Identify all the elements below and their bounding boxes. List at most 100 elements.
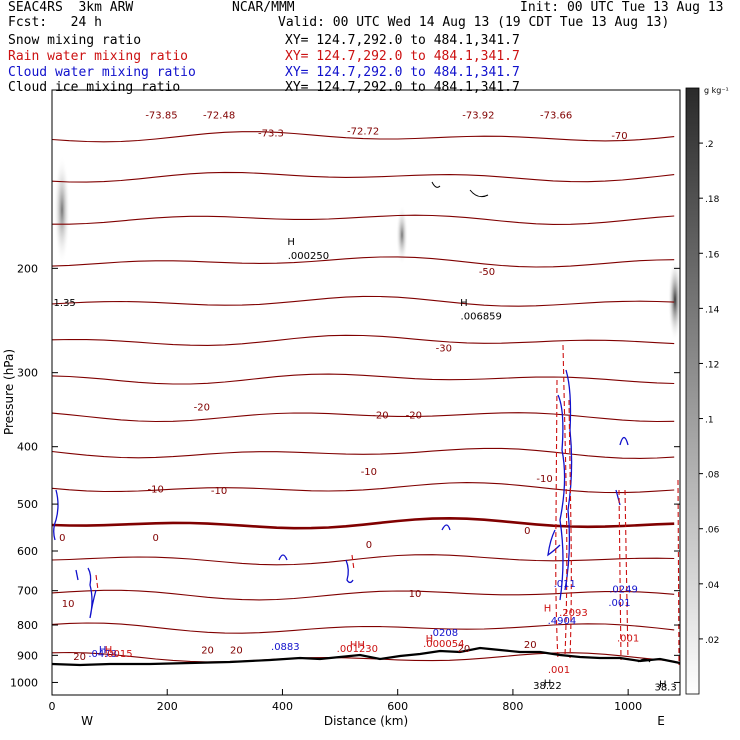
temperature-label: 0 [153,533,159,544]
x-tick-label: 600 [387,700,408,713]
y-tick-label: 1000 [10,676,38,689]
extremum-label: .000250 [288,251,329,262]
terrain-line [51,646,681,667]
temperature-label: -72.48 [203,111,235,122]
temperature-label: -10 [536,474,552,485]
y-tick-label: 700 [17,585,38,598]
extremum-label: .000054 [423,639,464,650]
extremum-label: H [460,298,468,309]
extremum-label: .2093 [559,608,588,619]
temperature-label: -73.92 [462,111,494,122]
temperature-label: -73.66 [540,111,572,122]
rain-water-contour [568,399,572,659]
extremum-label: .001 [617,634,639,645]
x-tick-label: 200 [157,700,178,713]
colorbar-tick-label: .04 [705,581,720,591]
colorbar-fill [685,87,700,695]
x-axis-label: Distance (km) [324,714,408,728]
temperature-contour [51,482,675,494]
contour-labels: -73.85 -72.48 -73.3 -72.72 -73.92 -73.66 -70 -5… [54,111,677,694]
temperature-contour [51,295,675,307]
ice-blob [396,205,408,265]
extremum-label: .001230 [337,644,378,655]
temperature-label: 20 [230,646,243,657]
cloud-water-contour [441,524,451,531]
rain-water-contours [95,344,680,666]
field-rain-xy: XY= 124.7,292.0 to 484.1,341.7 [285,49,520,64]
cloud-water-contour [278,554,288,561]
colorbar-tick-label: .02 [705,636,719,646]
field-snow-xy: XY= 124.7,292.0 to 484.1,341.7 [285,33,520,48]
org-title: NCAR/MMM [232,0,295,15]
cloud-water-contour [345,559,354,584]
field-cloud-ice-xy: XY= 124.7,292.0 to 484.1,341.7 [285,80,520,95]
rain-water-contour [677,479,680,666]
temperature-contour [51,622,675,634]
cloud-water-contour [53,489,59,541]
extremum-label: .0478 [88,649,117,660]
colorbar-unit: g kg⁻¹ [704,86,729,95]
x-axis-ticks: 0 200 400 600 800 1000 [49,689,642,713]
cloud-water-contour [75,567,97,619]
temperature-contour [52,214,675,225]
colorbar-ticks: .02 .04 .06 .08 .1 .12 .14 .16 .18 .2 [699,140,720,646]
extremum-label: H [99,645,107,656]
colorbar-tick-label: .1 [705,416,714,426]
field-cloud-water-name: Cloud water mixing ratio [8,65,196,80]
plot-frame [51,89,681,696]
y-tick-label: 600 [17,545,38,558]
y-axis-label: Pressure (hPa) [2,349,16,435]
temperature-contour [51,334,675,346]
extremum-label: .0249 [609,584,638,595]
extremum-label: H [544,604,552,615]
temperature-contour [51,554,675,566]
cloud-water-contour [547,529,561,557]
temperature-label: -10 [148,485,164,496]
temperature-label: -10 [361,467,377,478]
rain-water-contour [555,379,559,661]
extremum-label: H [659,680,667,691]
temperature-label: 20 [458,644,471,655]
y-tick-label: 300 [17,367,38,380]
plot-area: -73.85 -72.48 -73.3 -72.72 -73.92 -73.66 -70 -5… [51,111,682,694]
y-tick-label: 900 [17,649,38,662]
temperature-contour [51,171,675,183]
extremum-label: H [287,237,295,248]
ice-blob [54,155,70,265]
model-title: SEAC4RS 3km ARW [8,0,134,15]
colorbar-tick-label: .06 [705,526,720,536]
x-tick-label: 1000 [614,700,642,713]
temperature-label: -30 [436,343,452,354]
temperature-label: 0 [59,533,65,544]
field-rain-name: Rain water mixing ratio [8,49,189,64]
colorbar-tick-label: .2 [705,140,714,150]
cloud-ice-shading [54,155,682,342]
east-label: E [657,714,665,728]
temperature-label: 10 [409,589,422,600]
cloud-water-contour [615,436,629,506]
extremum-label: .006859 [461,311,502,322]
colorbar-tick-label: .08 [705,471,720,481]
init-time: Init: 00 UTC Tue 13 Aug 13 [520,0,724,15]
temperature-label: 20 [524,640,537,651]
rain-water-contour [618,489,629,661]
extremum-label: .001 [548,665,570,676]
ice-blob [668,258,682,342]
west-label: W [81,714,93,728]
extremum-label: .001 [608,598,630,609]
cloud-water-contours [53,369,629,619]
extremum-label: H [426,634,434,645]
cloud-ice-contour [431,181,489,198]
temperature-contour [51,447,675,459]
y-tick-label: 500 [17,498,38,511]
colorbar-tick-label: .14 [705,305,720,315]
extremum-label: .011 [554,579,576,590]
temperature-contour [51,256,675,268]
temperature-label: -70 [611,131,627,142]
temperature-label: -72.72 [347,126,379,137]
extremum-label: 38.22 [533,681,562,692]
colorbar-tick-label: .12 [705,360,719,370]
